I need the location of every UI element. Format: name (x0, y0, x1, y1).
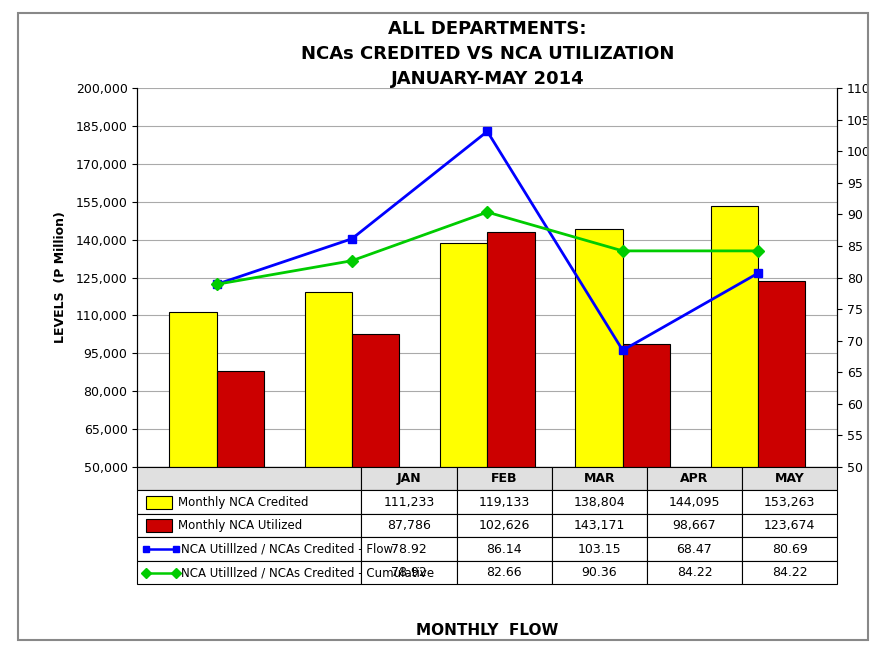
Bar (352, 334, 400, 593)
Bar (575, 229, 623, 593)
FancyBboxPatch shape (137, 537, 361, 561)
FancyBboxPatch shape (361, 514, 456, 537)
Bar (758, 281, 805, 593)
FancyBboxPatch shape (137, 490, 361, 514)
FancyBboxPatch shape (456, 514, 552, 537)
FancyBboxPatch shape (361, 537, 456, 561)
Text: 84.22: 84.22 (677, 566, 712, 579)
Text: 138,804: 138,804 (573, 496, 626, 509)
Text: 119,133: 119,133 (478, 496, 530, 509)
Text: 103.15: 103.15 (578, 543, 621, 556)
Text: 98,667: 98,667 (672, 519, 716, 532)
FancyBboxPatch shape (742, 490, 837, 514)
Bar (440, 243, 487, 593)
Bar (145, 496, 172, 509)
Bar (623, 344, 670, 593)
Text: 90.36: 90.36 (581, 566, 618, 579)
Bar (305, 293, 352, 593)
Text: NCA Utilllzed / NCAs Credited - Flow: NCA Utilllzed / NCAs Credited - Flow (182, 543, 393, 556)
Text: ALL DEPARTMENTS:
NCAs CREDITED VS NCA UTILIZATION
JANUARY-MAY 2014: ALL DEPARTMENTS: NCAs CREDITED VS NCA UT… (300, 20, 674, 88)
FancyBboxPatch shape (647, 490, 742, 514)
Text: FEB: FEB (491, 472, 517, 485)
FancyBboxPatch shape (552, 514, 647, 537)
FancyBboxPatch shape (137, 561, 361, 584)
Text: 111,233: 111,233 (384, 496, 434, 509)
Text: 86.14: 86.14 (486, 543, 522, 556)
Text: 153,263: 153,263 (764, 496, 815, 509)
Bar (216, 372, 264, 593)
Y-axis label: NCA UTILIZATION RATES (%): NCA UTILIZATION RATES (%) (885, 178, 886, 377)
FancyBboxPatch shape (361, 561, 456, 584)
FancyBboxPatch shape (137, 514, 361, 537)
Text: 102,626: 102,626 (478, 519, 530, 532)
Text: 78.92: 78.92 (391, 543, 427, 556)
Y-axis label: LEVELS  (P Million): LEVELS (P Million) (54, 212, 67, 343)
FancyBboxPatch shape (742, 537, 837, 561)
FancyBboxPatch shape (137, 467, 361, 490)
Text: 78.92: 78.92 (391, 566, 427, 579)
Text: 84.22: 84.22 (772, 566, 807, 579)
Bar (169, 312, 216, 593)
Text: 80.69: 80.69 (772, 543, 807, 556)
FancyBboxPatch shape (742, 514, 837, 537)
FancyBboxPatch shape (647, 467, 742, 490)
Text: Monthly NCA Credited: Monthly NCA Credited (178, 496, 308, 509)
Text: 82.66: 82.66 (486, 566, 522, 579)
Text: MAR: MAR (584, 472, 615, 485)
FancyBboxPatch shape (456, 537, 552, 561)
FancyBboxPatch shape (647, 537, 742, 561)
FancyBboxPatch shape (742, 467, 837, 490)
Text: MONTHLY  FLOW: MONTHLY FLOW (416, 623, 558, 637)
FancyBboxPatch shape (552, 490, 647, 514)
Text: 144,095: 144,095 (669, 496, 720, 509)
Text: Monthly NCA Utilized: Monthly NCA Utilized (178, 519, 302, 532)
Bar (145, 519, 172, 532)
Text: NCA Utilllzed / NCAs Credited - Cumulative: NCA Utilllzed / NCAs Credited - Cumulati… (182, 566, 434, 579)
Text: 68.47: 68.47 (677, 543, 712, 556)
FancyBboxPatch shape (456, 561, 552, 584)
FancyBboxPatch shape (456, 490, 552, 514)
Text: 123,674: 123,674 (764, 519, 815, 532)
Text: 143,171: 143,171 (573, 519, 625, 532)
Text: JAN: JAN (397, 472, 421, 485)
FancyBboxPatch shape (456, 467, 552, 490)
Text: MAY: MAY (774, 472, 804, 485)
Bar (711, 206, 758, 593)
FancyBboxPatch shape (361, 490, 456, 514)
Text: 87,786: 87,786 (387, 519, 431, 532)
Text: APR: APR (680, 472, 709, 485)
FancyBboxPatch shape (742, 561, 837, 584)
FancyBboxPatch shape (647, 514, 742, 537)
FancyBboxPatch shape (552, 561, 647, 584)
FancyBboxPatch shape (552, 537, 647, 561)
Bar (487, 232, 534, 593)
FancyBboxPatch shape (552, 467, 647, 490)
FancyBboxPatch shape (361, 467, 456, 490)
FancyBboxPatch shape (647, 561, 742, 584)
